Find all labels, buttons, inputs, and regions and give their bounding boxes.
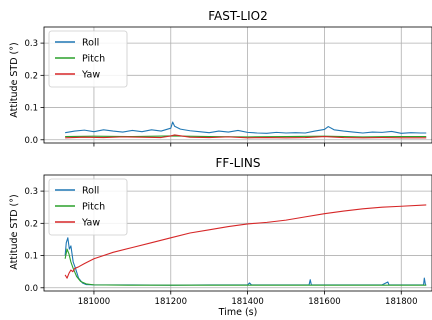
legend-box [48,178,128,236]
series-line-yaw [64,204,427,279]
x-tick-label: 181800 [385,297,417,307]
legend: Roll Pitch Yaw [48,178,128,236]
y-tick-label: 0.0 [24,136,38,146]
x-tick-label: 181200 [155,297,187,307]
y-tick-label: 0.2 [24,71,38,81]
series-line-roll [64,237,427,286]
legend-label: Pitch [82,202,105,213]
x-axis-label: Time (s) [218,307,258,318]
panel-title: FAST-LIO2 [208,9,268,23]
grid [44,27,432,143]
y-tick-label: 0.2 [24,219,38,229]
legend-box [48,30,128,88]
y-tick-label: 0.0 [24,284,38,294]
panel-ff-lins: FF-LINS Attitude STD (°) 181000 181200 181… [9,156,432,318]
series-line-yaw [65,134,427,139]
y-tick-label: 0.3 [24,39,38,49]
plot-frame [43,26,432,144]
plot-frame [43,174,432,292]
series-lines [64,204,427,286]
legend-label: Roll [82,186,99,197]
legend-label: Pitch [82,54,105,65]
x-tick-label: 181400 [231,297,263,307]
axis-ticks: 0.0 0.1 0.2 0.3 [24,39,402,147]
series-line-pitch [64,248,427,286]
legend: Roll Pitch Yaw [48,30,128,88]
y-axis-label: Attitude STD (°) [9,194,20,269]
y-tick-label: 0.1 [24,252,38,262]
legend-label: Yaw [81,218,100,229]
y-tick-label: 0.1 [24,104,38,114]
x-tick-label: 181600 [308,297,340,307]
panel-fast-lio2: FAST-LIO2 Attitude STD (°) 0.00.10.20.3 … [9,9,432,147]
axis-ticks: 181000 181200 181400 181600 181800 0.0 0.1 0.2 0… [24,187,417,307]
series-lines [65,121,427,139]
legend-label: Roll [82,38,99,49]
x-tick-label: 181000 [78,297,110,307]
y-axis-label: Attitude STD (°) [9,42,20,117]
series-line-roll [65,121,427,134]
legend-label: Yaw [81,70,100,81]
panel-title: FF-LINS [216,156,261,170]
y-tick-label: 0.3 [24,187,38,197]
